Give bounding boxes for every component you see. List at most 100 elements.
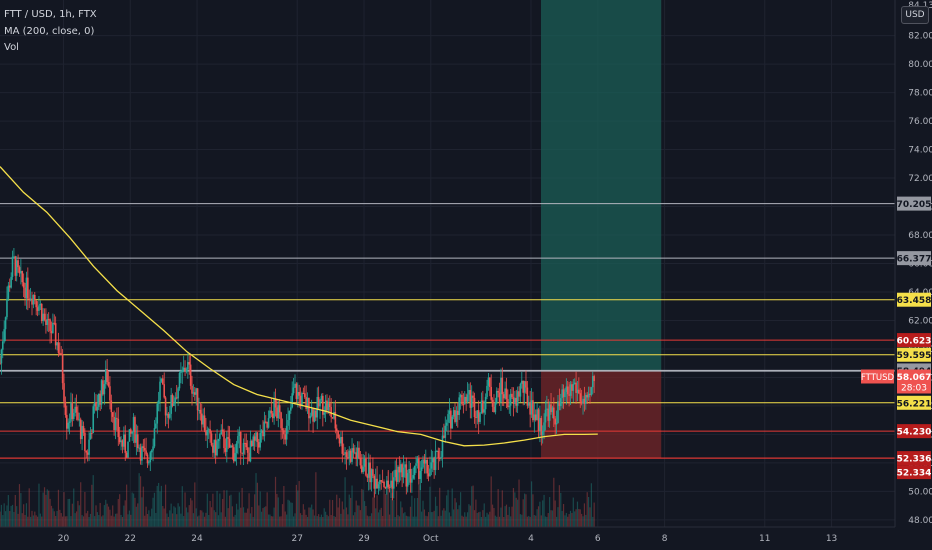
- candle-body: [178, 373, 181, 389]
- volume-bar: [188, 505, 190, 527]
- candle-body: [320, 395, 323, 401]
- last-price-tag: [897, 369, 931, 394]
- volume-bar: [135, 506, 137, 527]
- candle-body: [56, 342, 58, 346]
- candle-body: [124, 434, 127, 453]
- candle-body: [117, 418, 120, 438]
- volume-bar: [479, 511, 481, 527]
- candle-body: [401, 464, 403, 478]
- candle-body: [153, 428, 156, 447]
- candle-body: [472, 395, 474, 398]
- candle-body: [438, 457, 441, 459]
- candle-body: [431, 457, 434, 463]
- volume-bar: [491, 504, 494, 527]
- volume-bar: [291, 502, 293, 527]
- volume-bar: [334, 516, 336, 527]
- candle-body: [53, 322, 56, 324]
- volume-bar: [255, 473, 257, 527]
- volume-bar: [299, 513, 302, 527]
- candle-body: [448, 410, 451, 415]
- volume-bar: [222, 498, 224, 527]
- volume-bar: [512, 488, 515, 527]
- candle-body: [443, 435, 445, 438]
- volume-bar: [309, 507, 311, 527]
- candle-body: [103, 384, 106, 395]
- candle-body: [269, 410, 271, 419]
- candle-body: [398, 466, 401, 473]
- candle-body: [278, 405, 281, 413]
- candle-body: [429, 468, 431, 477]
- volume-bar: [198, 515, 200, 527]
- volume-bar: [487, 514, 490, 527]
- candle-body: [473, 397, 476, 418]
- candle-body: [214, 439, 217, 456]
- x-tick-label: 27: [291, 534, 302, 544]
- volume-bar: [231, 506, 233, 527]
- candle-body: [391, 480, 394, 489]
- volume-bar: [571, 512, 573, 527]
- price-level-tag: [897, 451, 931, 466]
- currency-button[interactable]: USD: [901, 6, 929, 24]
- volume-bar: [50, 505, 53, 527]
- volume-bar: [21, 513, 23, 527]
- volume-bar: [539, 501, 541, 527]
- volume-bar: [444, 510, 446, 527]
- candle-body: [347, 457, 349, 459]
- volume-bar: [162, 506, 164, 527]
- volume-bar: [78, 505, 80, 527]
- candle-body: [284, 434, 287, 440]
- candle-body: [334, 411, 337, 429]
- ma-legend[interactable]: MA (200, close, 0): [4, 26, 95, 37]
- volume-bar: [23, 504, 25, 527]
- symbol-legend[interactable]: FTT / USD, 1h, FTX: [4, 9, 97, 20]
- candle-body: [374, 478, 377, 489]
- volume-bar: [74, 513, 76, 527]
- candle-body: [578, 389, 580, 394]
- volume-bar: [160, 485, 163, 527]
- volume-bar: [210, 507, 213, 527]
- volume-bar: [305, 514, 307, 527]
- candle-body: [342, 453, 345, 455]
- candle-body: [175, 397, 178, 399]
- candle-body: [512, 397, 515, 404]
- candle-body: [45, 319, 47, 325]
- candle-body: [482, 400, 484, 413]
- candle-body: [46, 319, 49, 325]
- volume-bar: [386, 489, 388, 527]
- volume-bar: [521, 514, 523, 527]
- candle-body: [220, 429, 223, 435]
- volume-bar: [137, 503, 139, 527]
- volume-bar: [269, 514, 271, 527]
- volume-bar: [228, 495, 231, 527]
- candle-body: [106, 369, 108, 383]
- volume-bar: [550, 510, 552, 527]
- candle-body: [555, 422, 558, 425]
- volume-bar: [366, 515, 368, 527]
- volume-bar: [415, 516, 417, 527]
- volume-bar: [453, 509, 455, 527]
- x-tick-label: Oct: [423, 534, 439, 544]
- candle-body: [163, 384, 165, 398]
- candle-body: [571, 384, 573, 391]
- y-tick-label: 80.000: [908, 60, 932, 70]
- volume-bar: [319, 516, 321, 527]
- volume-bar: [170, 503, 172, 527]
- volume-bar: [395, 490, 398, 527]
- candle-body: [221, 429, 224, 432]
- volume-bar: [485, 516, 487, 527]
- loss-zone: [541, 371, 662, 459]
- volume-bar: [105, 499, 107, 527]
- candle-body: [230, 445, 232, 448]
- volume-legend[interactable]: Vol: [4, 42, 19, 53]
- volume-bar: [36, 516, 39, 527]
- volume-bar: [472, 485, 474, 527]
- candle-body: [591, 376, 594, 388]
- candle-body: [135, 434, 138, 443]
- candle-body: [544, 409, 547, 423]
- volume-bar: [414, 498, 416, 527]
- volume-bar: [498, 516, 501, 527]
- price-level-tag: [897, 465, 931, 480]
- candle-body: [338, 437, 341, 444]
- volume-bar: [365, 505, 367, 527]
